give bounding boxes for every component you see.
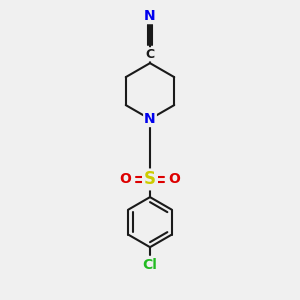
Text: N: N (144, 8, 156, 22)
Text: S: S (144, 170, 156, 188)
Text: N: N (144, 112, 156, 126)
Text: O: O (169, 172, 180, 186)
Text: C: C (146, 48, 154, 61)
Text: Cl: Cl (142, 258, 158, 272)
Text: O: O (120, 172, 131, 186)
